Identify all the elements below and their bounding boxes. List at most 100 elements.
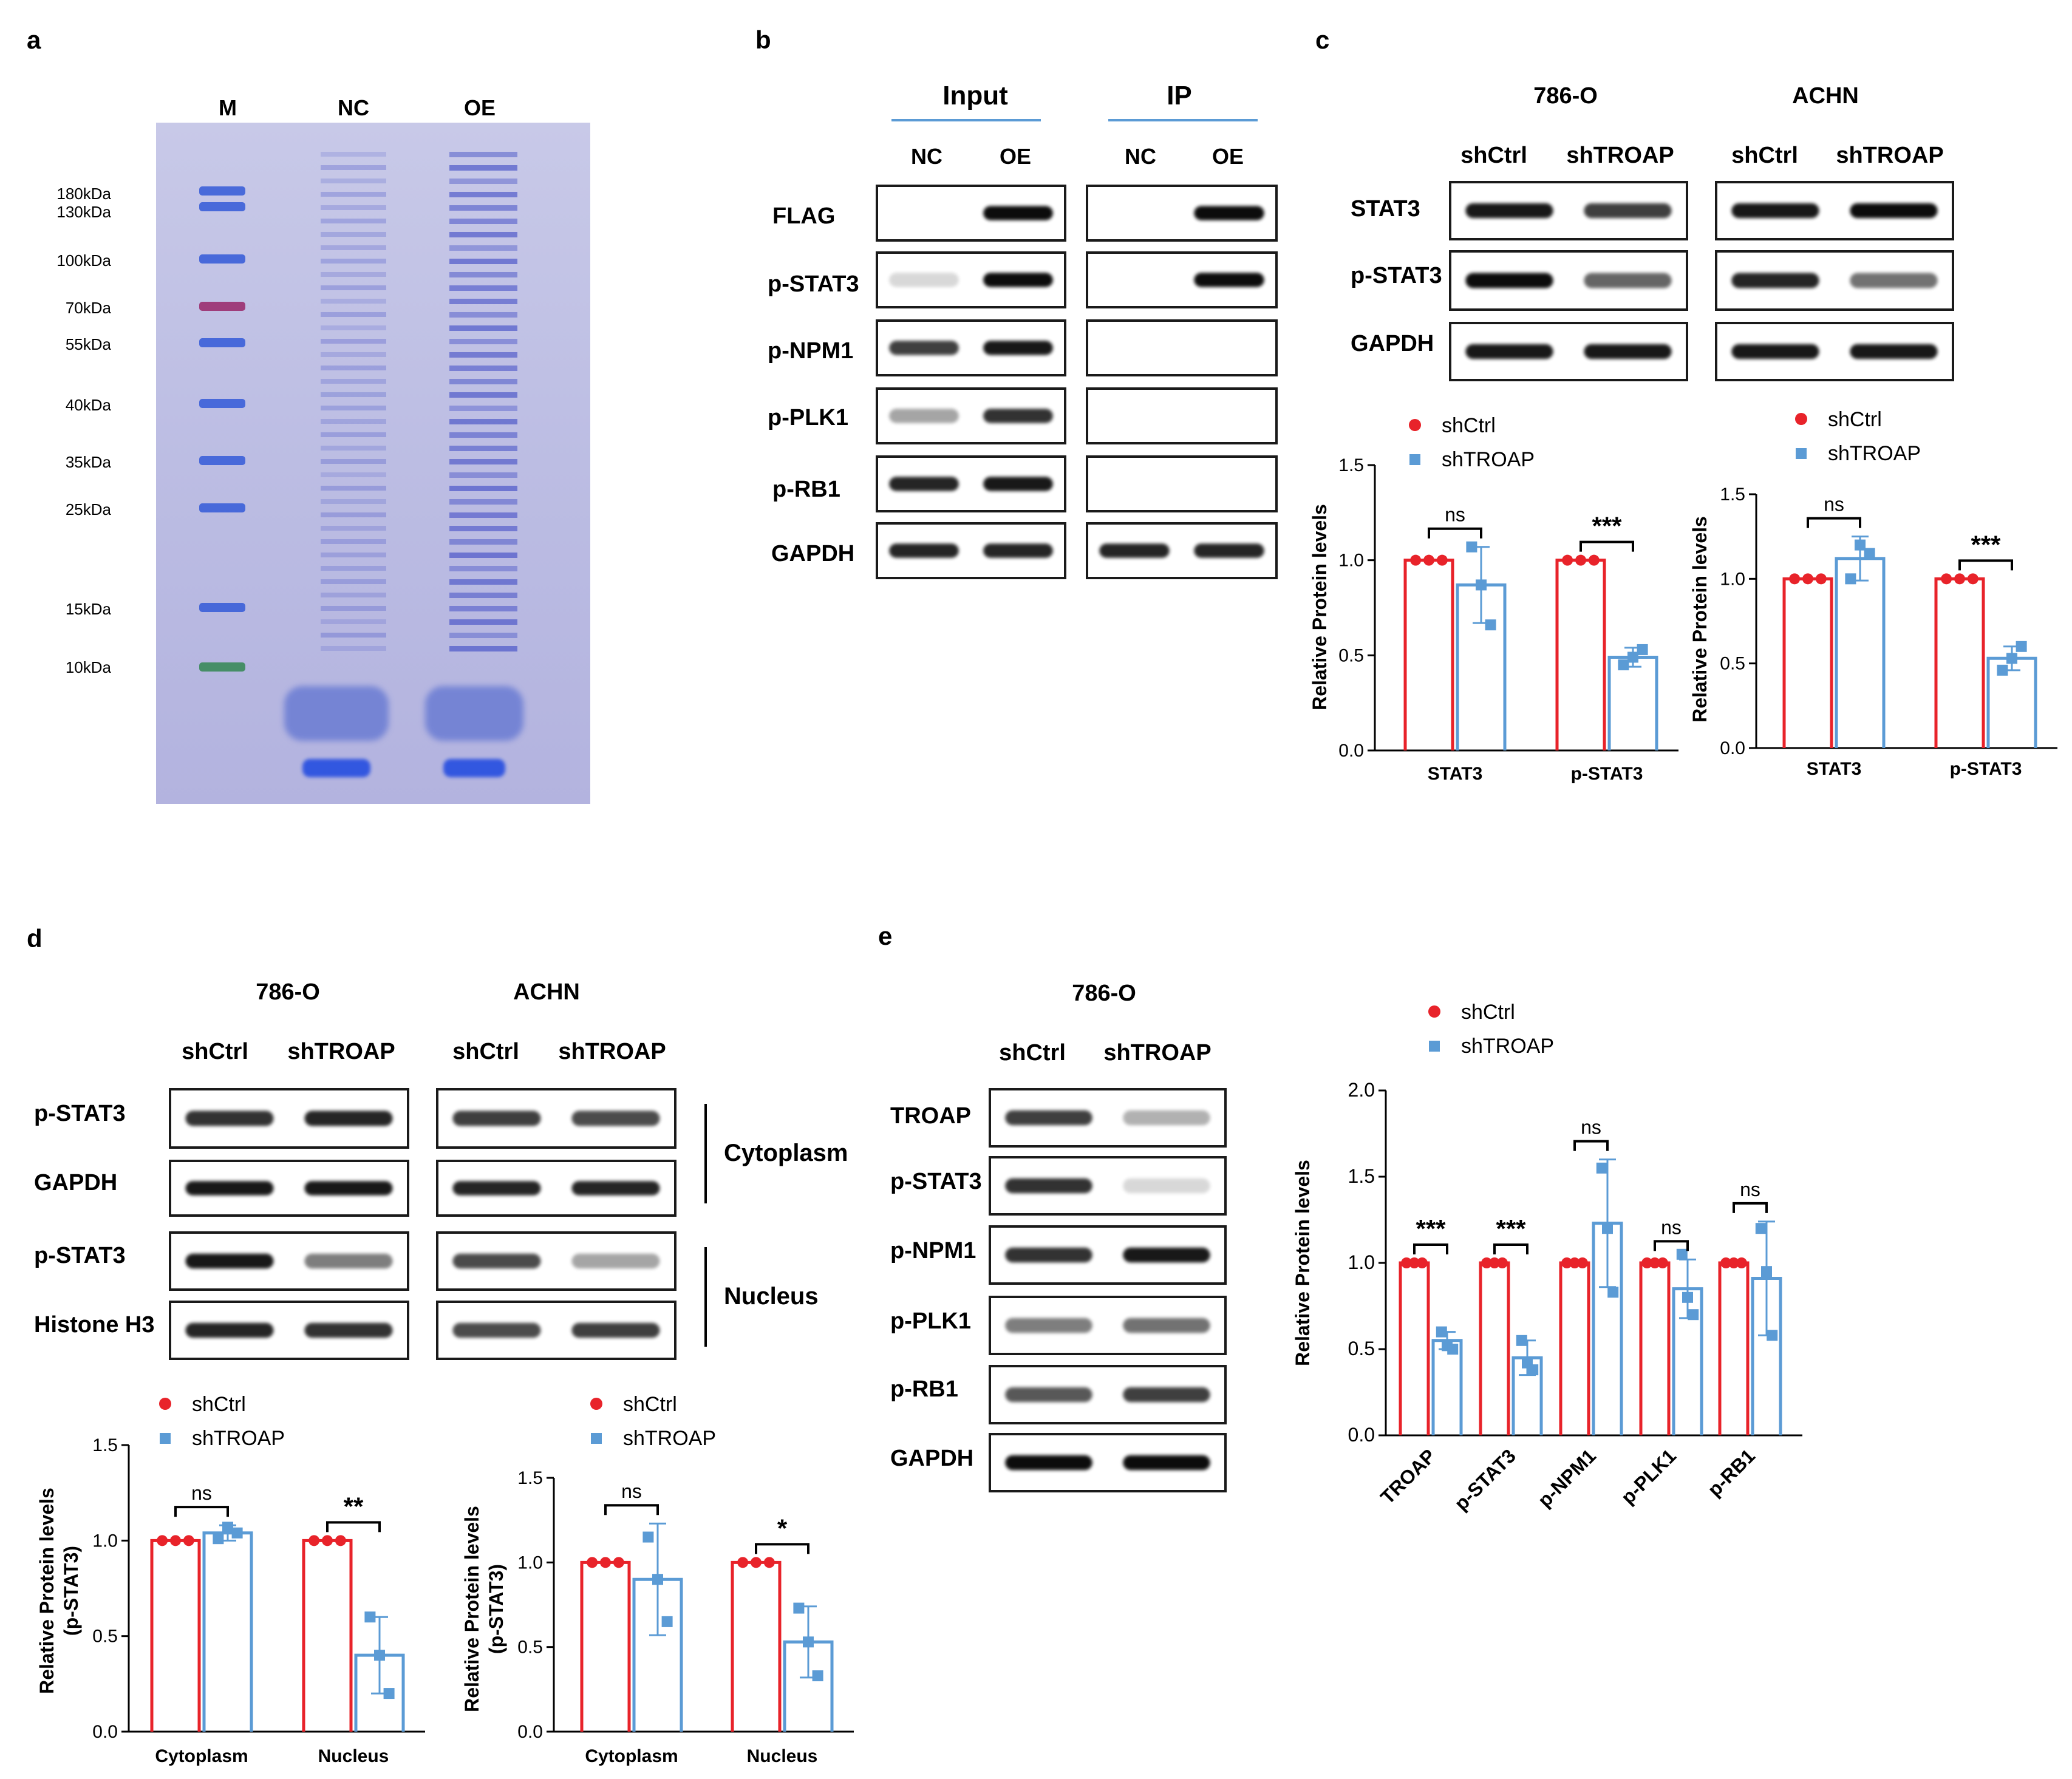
- data-point-shTROAP: [1755, 1223, 1767, 1234]
- blot-band: [1850, 203, 1938, 219]
- sample-band: [321, 299, 386, 304]
- row-label-gapdh: GAPDH: [1351, 331, 1434, 356]
- blot-band: [1194, 273, 1264, 287]
- sample-band: [321, 219, 386, 223]
- row-label-p-rb1: p-RB1: [890, 1376, 958, 1402]
- data-point-shTROAP: [1845, 573, 1856, 585]
- row-label-p-stat3: p-STAT3: [768, 271, 859, 297]
- sample-band: [321, 392, 386, 397]
- y-tick-label: 0.5: [517, 1638, 543, 1658]
- legend-label-shtroap: shTROAP: [192, 1427, 285, 1450]
- data-point-shTROAP: [364, 1611, 376, 1623]
- dye-front: [284, 686, 389, 741]
- significance-label: ns: [1581, 1117, 1601, 1138]
- data-point-shTROAP: [213, 1533, 224, 1545]
- y-tick-label: 0.5: [1338, 645, 1364, 665]
- row-label-gapdh: GAPDH: [890, 1446, 973, 1471]
- fraction-label-nucleus: Nucleus: [724, 1283, 819, 1310]
- sample-band: [449, 446, 517, 451]
- data-point-shTROAP: [642, 1531, 654, 1543]
- significance-bracket: [326, 1521, 381, 1532]
- y-axis-label: Relative Protein levels: [36, 1488, 58, 1694]
- sample-band: [449, 486, 517, 491]
- sample-band: [321, 205, 386, 210]
- significance-bracket: [1493, 1243, 1528, 1254]
- category-label: Nucleus: [318, 1746, 389, 1766]
- category-label: Cytoplasm: [585, 1746, 678, 1766]
- legend: shCtrl shTROAP: [1428, 1001, 1554, 1058]
- legend-label-shtroap: shTROAP: [1442, 448, 1535, 471]
- row-label-gapdh: GAPDH: [34, 1170, 117, 1196]
- y-tick-label: 1.0: [1338, 551, 1364, 571]
- row-label-troap: TROAP: [890, 1103, 971, 1129]
- legend-label-shctrl: shCtrl: [1828, 408, 1882, 431]
- data-point-shCtrl: [1569, 1257, 1580, 1268]
- lane-label: NC: [1125, 144, 1156, 169]
- blot-band: [1194, 543, 1264, 558]
- y-tick-label: 1.0: [92, 1531, 118, 1551]
- y-tick-label: 1.5: [1348, 1165, 1375, 1187]
- row-label-p-stat3: p-STAT3: [34, 1243, 126, 1268]
- blot-band: [1850, 273, 1938, 288]
- sample-band: [321, 192, 386, 197]
- lane-label: OE: [1000, 144, 1031, 169]
- sample-band: [449, 392, 517, 398]
- y-axis-label: Relative Protein levels: [1292, 1160, 1314, 1366]
- data-point-shCtrl: [157, 1535, 168, 1546]
- data-point-shCtrl: [1967, 573, 1978, 585]
- row-label-p-stat3: p-STAT3: [34, 1101, 126, 1126]
- y-tick-label: 1.5: [92, 1435, 118, 1455]
- sample-band: [449, 312, 517, 318]
- legend-marker-shtroap: [1796, 448, 1807, 459]
- blot-band: [983, 206, 1053, 220]
- blot-band: [1194, 206, 1264, 220]
- y-axis-label: (p-STAT3): [485, 1564, 507, 1654]
- bar-charts: 0.0 0.5 1.0 1.5 Relative Protein levels ns STA…: [36, 455, 2057, 1766]
- chart-c2: 0.0 0.5 1.0 1.5 Relative Protein levels ns STA…: [1689, 485, 2057, 779]
- data-point-shTROAP: [1761, 1266, 1772, 1277]
- bar-shTROAP: [1431, 1339, 1463, 1435]
- sample-band: [449, 232, 517, 237]
- legend-marker-shctrl: [1795, 413, 1807, 425]
- data-point-shCtrl: [308, 1535, 320, 1546]
- data-point-shCtrl: [737, 1557, 749, 1568]
- marker-labels: 180kDa 130kDa 100kDa 70kDa 55kDa 40kDa 3…: [56, 185, 111, 676]
- significance-label: ns: [621, 1480, 642, 1502]
- significance-bracket: [1733, 1202, 1768, 1213]
- marker-band: [199, 338, 245, 347]
- sample-band: [449, 606, 517, 611]
- sample-band: [321, 432, 386, 437]
- blot-band: [1584, 203, 1672, 219]
- blot-strips: [876, 185, 1278, 579]
- sample-band: [321, 459, 386, 464]
- legend-marker-shtroap: [160, 1433, 171, 1444]
- significance-bracket: [1580, 540, 1634, 552]
- data-point-shCtrl: [1401, 1257, 1413, 1268]
- sample-band: [321, 633, 386, 638]
- bar-shTROAP: [1607, 655, 1658, 750]
- data-point-shTROAP: [1767, 1330, 1778, 1341]
- data-point-shCtrl: [1436, 554, 1448, 566]
- data-point-shCtrl: [1410, 554, 1422, 566]
- sample-band: [449, 299, 517, 304]
- data-point-shCtrl: [1409, 1257, 1420, 1268]
- y-axis-label: Relative Protein levels: [1309, 504, 1331, 710]
- blot-band: [1005, 1110, 1092, 1126]
- blot-band: [452, 1322, 541, 1338]
- lane-label: NC: [911, 144, 942, 169]
- data-point-shCtrl: [1649, 1257, 1660, 1268]
- data-point-shTROAP: [1682, 1291, 1693, 1303]
- lane-label: shTROAP: [1836, 143, 1943, 168]
- sample-band: [449, 152, 517, 157]
- row-label-p-plk1: p-PLK1: [768, 405, 848, 430]
- blot-band: [1005, 1318, 1092, 1333]
- blot-band: [1123, 1455, 1210, 1471]
- y-tick-label: 0.0: [1720, 738, 1745, 758]
- panel-letter-c: c: [1315, 26, 1329, 54]
- blot-band: [1123, 1318, 1210, 1333]
- significance-bracket: [174, 1506, 229, 1517]
- bar-shCtrl: [150, 1539, 201, 1732]
- significance-label: ***: [1592, 512, 1622, 540]
- category-label: Nucleus: [747, 1746, 818, 1766]
